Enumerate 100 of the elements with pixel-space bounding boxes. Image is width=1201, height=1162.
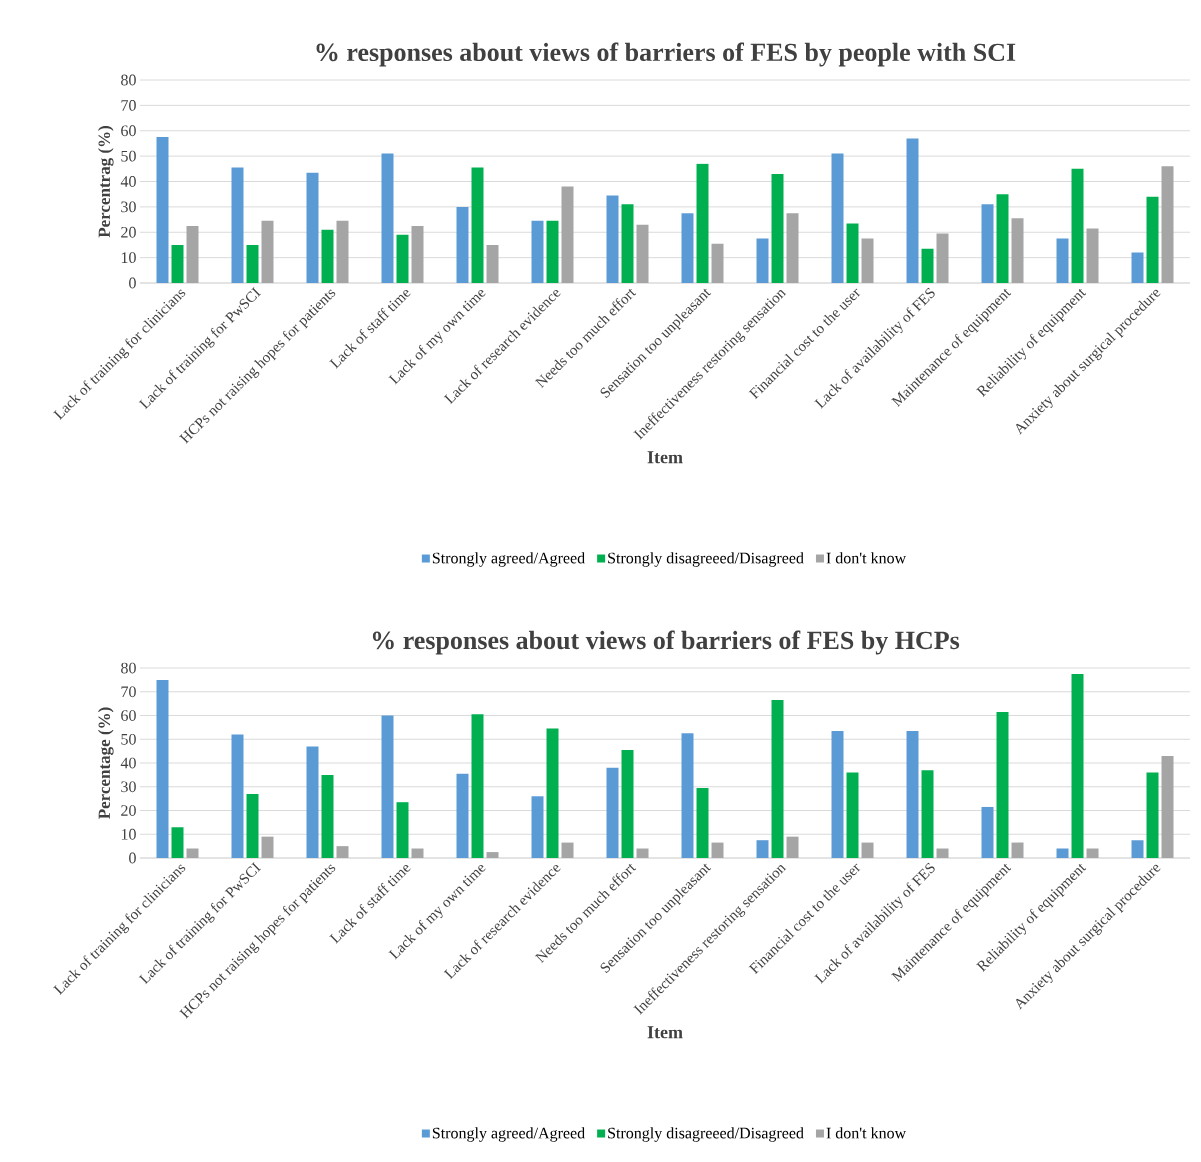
bar	[981, 204, 994, 284]
bar	[771, 173, 784, 284]
bar	[186, 848, 199, 859]
y-tick-label: 10	[121, 828, 136, 840]
bar	[636, 848, 649, 859]
bar	[411, 225, 424, 284]
bar	[681, 213, 694, 284]
bar	[756, 840, 769, 859]
bar	[696, 787, 709, 859]
bar	[1131, 252, 1144, 284]
y-tick-label: 20	[121, 805, 136, 816]
bar	[1086, 848, 1099, 859]
bar	[321, 229, 334, 284]
bar	[231, 734, 244, 859]
bar	[261, 220, 274, 284]
bar	[561, 186, 574, 284]
bar	[171, 827, 184, 859]
bar	[861, 238, 874, 284]
bar	[336, 220, 349, 284]
bar	[1056, 238, 1069, 284]
bar	[681, 733, 694, 859]
bar	[486, 852, 499, 859]
y-tick-label: 50	[121, 150, 136, 162]
x-axis-title: Item	[647, 1026, 683, 1039]
y-tick-label: 60	[121, 125, 136, 137]
bar	[381, 153, 394, 284]
bar	[771, 700, 784, 859]
bar	[171, 244, 184, 284]
chart-title: % responses about views of barriers of FES by HCPs	[372, 630, 960, 655]
bar	[996, 194, 1009, 284]
y-tick-label: 0	[129, 852, 136, 864]
bar	[846, 772, 859, 859]
bar	[1131, 840, 1144, 859]
bar	[1011, 218, 1024, 284]
bar	[1146, 196, 1159, 284]
bar	[471, 167, 484, 284]
bar	[606, 195, 619, 284]
bar	[456, 206, 469, 284]
y-tick-label: 80	[121, 662, 136, 674]
bar	[831, 153, 844, 284]
bar	[996, 711, 1009, 859]
legend-label: Strongly disagreeed/Disagreed	[608, 552, 804, 567]
bar	[621, 749, 634, 859]
y-tick-label: 40	[120, 757, 136, 769]
bar	[561, 842, 574, 859]
legend-label: Strongly agreed/Agreed	[432, 552, 585, 567]
bar	[486, 244, 499, 284]
bar	[1161, 755, 1174, 859]
y-tick-label: 50	[121, 733, 136, 745]
bar	[1056, 848, 1069, 859]
legend-label: I don't know	[826, 1127, 907, 1139]
bar	[636, 224, 649, 284]
bar	[921, 770, 934, 859]
bar	[936, 848, 949, 859]
bar	[1146, 772, 1159, 859]
bar	[756, 238, 769, 284]
bar	[861, 842, 874, 859]
y-tick-label: 70	[121, 686, 136, 698]
y-tick-label: 70	[121, 100, 136, 111]
y-tick-label: 0	[129, 277, 136, 289]
bar	[1071, 168, 1084, 284]
chart-title: % responses about views of barriers of FES by people with SCI	[316, 42, 1016, 67]
bar	[186, 225, 199, 284]
y-tick-label: 10	[121, 252, 136, 264]
bar	[246, 244, 259, 284]
bar	[396, 234, 409, 284]
y-tick-label: 60	[121, 710, 136, 721]
legend-label: I don't know	[826, 552, 907, 564]
bar	[231, 167, 244, 284]
bar	[906, 138, 919, 284]
bar	[906, 730, 919, 859]
bar	[396, 802, 409, 859]
bar	[1011, 842, 1024, 859]
y-tick-label: 30	[121, 781, 136, 793]
bar	[261, 836, 274, 859]
bar	[546, 220, 559, 284]
bar	[156, 137, 169, 284]
bar	[531, 796, 544, 859]
bar	[621, 204, 634, 284]
bar	[831, 730, 844, 859]
legend-label: Strongly agreed/Agreed	[432, 1127, 585, 1142]
legend-label: Strongly disagreeed/Disagreed	[608, 1127, 804, 1142]
bar	[711, 842, 724, 859]
y-tick-label: 40	[120, 176, 136, 187]
bar	[381, 715, 394, 859]
x-axis-title: Item	[647, 451, 683, 464]
bar	[1086, 228, 1099, 284]
bar	[156, 679, 169, 859]
bar	[456, 773, 469, 859]
bar	[336, 846, 349, 859]
bar	[306, 172, 319, 284]
y-tick-label: 20	[121, 226, 136, 238]
bar	[981, 806, 994, 859]
y-axis-title: Percentrag (%)	[98, 126, 114, 238]
bar	[711, 243, 724, 284]
bar	[411, 848, 424, 859]
bar	[546, 728, 559, 859]
bar	[846, 223, 859, 284]
bar	[936, 233, 949, 284]
bar	[321, 774, 334, 859]
